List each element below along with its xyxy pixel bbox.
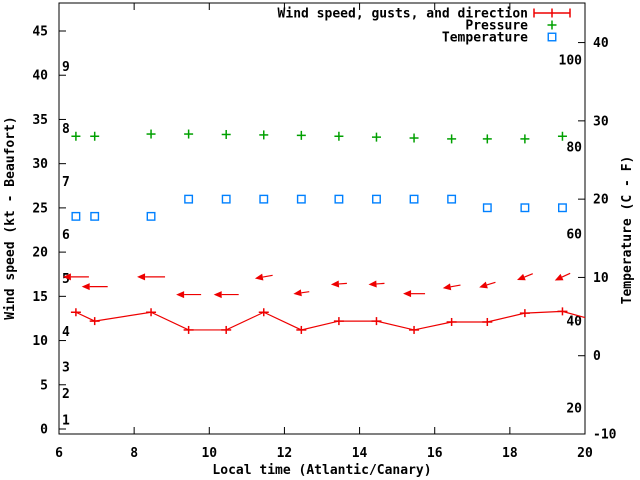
kt-tick-label: 10 <box>32 334 48 349</box>
temperature-point <box>296 194 306 204</box>
fahrenheit-label: 20 <box>566 401 582 416</box>
gust-arrow-tail <box>262 274 273 278</box>
temperature-point <box>558 203 567 213</box>
legend-label-wind: Wind speed, gusts, and direction <box>278 7 528 22</box>
legend-label-temperature: Temperature <box>442 31 528 46</box>
kt-tick-label: 40 <box>32 69 48 84</box>
temperature-point <box>447 194 457 204</box>
left-axis-ticks: 0 5 10 15 20 25 30 35 40 45 <box>32 25 66 438</box>
gust-arrow-head <box>213 291 222 299</box>
temperature-point <box>71 211 81 221</box>
gust-arrow-tail <box>301 291 310 294</box>
x-tick-label: 14 <box>352 446 368 461</box>
gust-arrow-tail <box>486 281 496 286</box>
c-tick-label: 10 <box>593 271 609 286</box>
gust-arrow-head <box>62 273 71 281</box>
gust-arrow-tail <box>376 282 385 285</box>
fahrenheit-label: 40 <box>566 314 582 329</box>
temperature-point <box>520 203 530 213</box>
kt-tick-label: 15 <box>32 290 48 305</box>
gust-arrow-head <box>442 283 452 291</box>
temperature-point <box>259 194 269 204</box>
beaufort-label: 5 <box>62 272 70 287</box>
wind-gust-direction-arrows <box>62 272 571 299</box>
fahrenheit-label: 60 <box>566 227 582 242</box>
beaufort-label: 7 <box>62 175 70 190</box>
kt-tick-label: 5 <box>40 378 48 393</box>
temperature-point <box>372 194 381 204</box>
c-tick-label: -10 <box>593 428 617 443</box>
pressure-series <box>71 129 567 144</box>
legend-square-sample <box>547 32 557 42</box>
fahrenheit-label: 80 <box>566 140 582 155</box>
gust-arrow-head <box>517 273 526 281</box>
gust-arrow-head <box>176 291 185 299</box>
right-axis-title: Temperature (C - F) <box>620 156 635 305</box>
kt-tick-label: 35 <box>32 113 48 128</box>
c-tick-label: 30 <box>593 114 609 129</box>
gust-arrow-tail <box>524 273 533 278</box>
kt-tick-label: 45 <box>32 25 48 40</box>
gust-arrow-head <box>368 280 377 288</box>
kt-tick-label: 30 <box>32 157 48 172</box>
beaufort-label: 6 <box>62 228 70 243</box>
x-axis-ticks: 6 8 10 12 14 16 18 20 <box>55 3 593 461</box>
x-tick-label: 12 <box>277 446 293 461</box>
kt-tick-label: 25 <box>32 201 48 216</box>
beaufort-label: 4 <box>62 325 70 340</box>
x-tick-label: 8 <box>130 446 138 461</box>
gust-arrow-head <box>254 273 264 281</box>
temperature-point <box>334 194 344 204</box>
fahrenheit-label: 100 <box>559 53 583 68</box>
x-tick-label: 16 <box>427 446 443 461</box>
plot-frame <box>58 2 586 435</box>
gust-arrow-head <box>479 281 488 289</box>
plot-border <box>58 2 586 435</box>
beaufort-label: 9 <box>62 60 70 75</box>
legend-marker-samples <box>533 8 571 42</box>
temperature-series <box>71 194 567 221</box>
beaufort-label: 8 <box>62 122 70 137</box>
c-tick-label: 40 <box>593 36 609 51</box>
beaufort-label: 2 <box>62 387 70 402</box>
x-tick-label: 20 <box>577 446 593 461</box>
fahrenheit-scale-labels: 20 40 60 80 100 <box>559 53 583 416</box>
gust-arrow-head <box>554 273 564 281</box>
beaufort-scale-labels: 1 2 3 4 5 6 7 8 9 <box>62 60 70 429</box>
gust-arrow-head <box>81 283 90 291</box>
beaufort-label: 3 <box>62 361 70 376</box>
gust-arrow-head <box>330 280 340 288</box>
x-axis-title: Local time (Atlantic/Canary) <box>212 463 431 478</box>
temperature-point <box>221 194 231 204</box>
temperature-point <box>184 194 194 204</box>
c-tick-label: 0 <box>593 349 601 364</box>
temperature-point <box>146 211 156 221</box>
kt-tick-label: 20 <box>32 246 48 261</box>
kt-tick-label: 0 <box>40 423 48 438</box>
x-tick-label: 6 <box>55 446 63 461</box>
left-axis-title: Wind speed (kt - Beaufort) <box>3 116 18 320</box>
temperature-point <box>90 211 100 221</box>
gust-arrow-tail <box>338 282 347 285</box>
c-tick-label: 20 <box>593 193 609 208</box>
gust-arrow-head <box>403 290 412 298</box>
wind-speed-series <box>70 307 586 334</box>
x-tick-label: 18 <box>502 446 518 461</box>
beaufort-label: 1 <box>62 414 70 429</box>
right-axis-ticks: -10 0 10 20 30 40 <box>578 36 617 443</box>
x-tick-label: 10 <box>201 446 217 461</box>
gust-arrow-head <box>137 273 146 281</box>
legend: Wind speed, gusts, and direction Pressur… <box>278 7 571 46</box>
temperature-point <box>409 194 419 204</box>
gust-arrow-tail <box>561 272 571 278</box>
legend-label-pressure: Pressure <box>465 19 528 34</box>
temperature-point <box>482 203 492 213</box>
gust-arrow-tail <box>450 284 461 288</box>
gust-arrow-head <box>293 289 302 297</box>
